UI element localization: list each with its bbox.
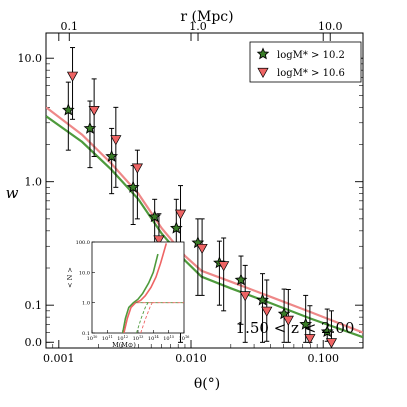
star-marker [320, 325, 334, 338]
legend-box [249, 41, 362, 83]
top-tick-label: 0.1 [61, 20, 79, 33]
triangle-marker [66, 71, 79, 82]
y-tick-label: 1.0 [25, 176, 43, 189]
inset-total-curve [121, 253, 159, 333]
triangle-marker [218, 261, 230, 272]
inset-x-tick-label: 1010 [87, 335, 98, 342]
top-axis-label: r (Mpc) [180, 9, 233, 25]
legend-label: logM* > 10.6 [277, 68, 345, 79]
triangle-marker [257, 67, 269, 78]
inset-component-curve [140, 300, 154, 333]
star-marker [83, 121, 97, 134]
inset-component-curve [123, 302, 184, 333]
x-tick-label: 0.001 [43, 352, 75, 365]
triangle-marker [196, 243, 208, 255]
inset-y-tick-label: 10.0 [79, 270, 90, 276]
triangle-marker [239, 291, 251, 302]
star-marker [256, 293, 269, 306]
triangle-marker [304, 334, 316, 345]
star-marker [256, 47, 270, 60]
triangle-marker [110, 135, 122, 146]
star-marker [170, 221, 183, 234]
inset-x-tick-exponent: 15 [170, 335, 174, 339]
redshift-annotation: 1.50 < z < 2.00 [236, 319, 355, 337]
inset-x-tick-exponent: 14 [154, 335, 159, 339]
triangle-marker [282, 315, 294, 326]
x-tick-label: 0.100 [307, 352, 339, 365]
inset-component-curve [122, 302, 184, 333]
inset-x-tick-label: 1015 [163, 335, 174, 342]
x-tick-label: 0.010 [175, 352, 207, 365]
inset-x-tick-exponent: 13 [139, 335, 143, 339]
triangle-marker [174, 209, 187, 220]
top-tick-label: 1.0 [189, 20, 207, 33]
legend-label: logM* > 10.2 [277, 50, 345, 61]
star-marker [105, 149, 119, 162]
star-marker [61, 103, 75, 116]
legend: logM* > 10.2 logM* > 10.6 [249, 41, 362, 83]
main-plot: 0.001 0.010 0.100 0.1 1.0 10.0 0.1 1.0 10.0 0.0 [18, 20, 364, 365]
triangle-marker [325, 338, 338, 349]
inset-y-tick-label: 100.0 [76, 240, 90, 246]
inset-x-tick-label: 1013 [133, 335, 144, 342]
y-axis-label: w [6, 184, 19, 202]
star-marker [299, 317, 313, 330]
star-marker [126, 180, 140, 193]
plot-frame [45, 32, 364, 349]
inset-x-tick-exponent: 16 [185, 335, 189, 339]
inset-x-tick-label: 1016 [179, 335, 190, 342]
inset-frame [91, 241, 185, 334]
inset-x-tick-label: 1012 [117, 335, 128, 342]
inset-y-label: < N > [66, 267, 74, 288]
x-axis-label: θ(°) [194, 376, 220, 392]
y-tick-label: 0.0 [25, 336, 43, 349]
inset-y-tick-label: 0.1 [82, 331, 90, 337]
inset-x-tick-exponent: 12 [124, 335, 128, 339]
triangle-marker [88, 105, 100, 117]
star-marker [234, 273, 248, 286]
triangle-marker [261, 306, 273, 317]
star-marker [148, 210, 162, 223]
inset-x-tick-label: 1011 [102, 335, 113, 342]
inset-x-tick-label: 1014 [148, 335, 160, 342]
inset-y-tick-label: 1.0 [82, 301, 90, 307]
top-tick-label: 10.0 [318, 20, 343, 33]
y-tick-label: 0.1 [25, 299, 43, 312]
inset-plot: 1010 1011 1012 1013 1014 1015 10160.11.010.010… [66, 240, 189, 349]
inset-component-curve [136, 301, 150, 333]
triangle-marker [153, 235, 165, 246]
triangle-marker [131, 163, 143, 174]
inset-x-tick-exponent: 11 [108, 335, 112, 339]
y-tick-label: 10.0 [18, 52, 43, 65]
inset-x-label: M(M⊙) [112, 341, 136, 349]
inset-x-tick-exponent: 10 [93, 335, 97, 339]
